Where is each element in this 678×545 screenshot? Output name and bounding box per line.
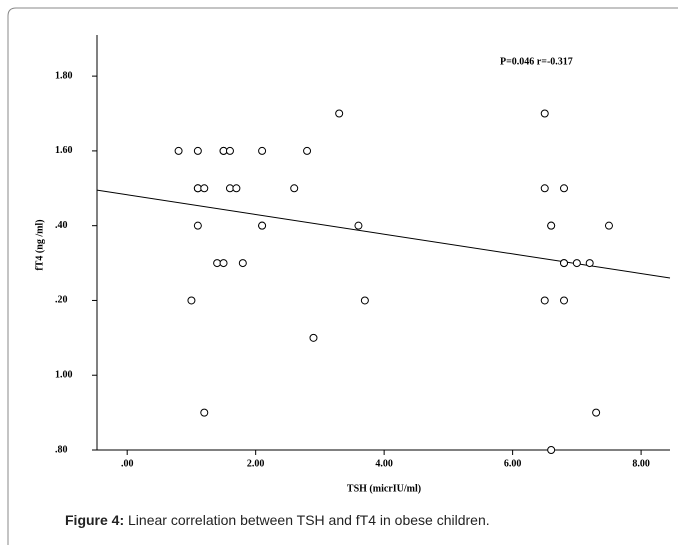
point bbox=[193, 221, 202, 230]
y-tick-label: .20 bbox=[55, 295, 68, 306]
point bbox=[592, 408, 601, 417]
y-tick-label: .80 bbox=[55, 444, 68, 455]
point bbox=[354, 221, 363, 230]
point bbox=[572, 259, 581, 268]
y-tick-label: 1.60 bbox=[55, 145, 73, 156]
point bbox=[200, 408, 209, 417]
point bbox=[560, 296, 569, 305]
point bbox=[360, 296, 369, 305]
point bbox=[547, 446, 556, 454]
point bbox=[200, 184, 209, 193]
point bbox=[585, 259, 594, 268]
point bbox=[232, 184, 241, 193]
point bbox=[258, 146, 267, 155]
y-tick-label: 1.00 bbox=[55, 370, 73, 381]
point bbox=[258, 221, 267, 230]
y-axis-label: fT4 (ng /ml) bbox=[34, 219, 45, 270]
y-tick-label: 1.80 bbox=[55, 70, 73, 81]
point bbox=[540, 184, 549, 193]
point bbox=[540, 296, 549, 305]
caption: Figure 4: Linear correlation between TSH… bbox=[65, 512, 490, 528]
point bbox=[309, 333, 318, 342]
point bbox=[335, 109, 344, 118]
panel-border bbox=[7, 7, 678, 545]
point bbox=[303, 146, 312, 155]
x-tick-label: 4.00 bbox=[375, 458, 393, 469]
x-tick-label: 8.00 bbox=[632, 458, 650, 469]
point bbox=[604, 221, 613, 230]
point bbox=[560, 184, 569, 193]
fit-line bbox=[96, 189, 671, 279]
point bbox=[187, 296, 196, 305]
x-tick-label: .00 bbox=[121, 458, 134, 469]
point bbox=[174, 146, 183, 155]
point bbox=[219, 259, 228, 268]
point bbox=[225, 146, 234, 155]
point bbox=[193, 146, 202, 155]
point bbox=[238, 259, 247, 268]
x-axis-label: TSH (micrIU/ml) bbox=[347, 483, 421, 494]
point bbox=[547, 221, 556, 230]
point bbox=[290, 184, 299, 193]
point bbox=[540, 109, 549, 118]
caption-text: Linear correlation between TSH and fT4 i… bbox=[124, 512, 490, 528]
x-tick-label: 6.00 bbox=[504, 458, 522, 469]
y-tick-label: .40 bbox=[55, 220, 68, 231]
caption-label: Figure 4: bbox=[65, 512, 124, 528]
annotation: P=0.046 r=-0.317 bbox=[500, 56, 573, 67]
point bbox=[560, 259, 569, 268]
x-tick-label: 2.00 bbox=[247, 458, 265, 469]
